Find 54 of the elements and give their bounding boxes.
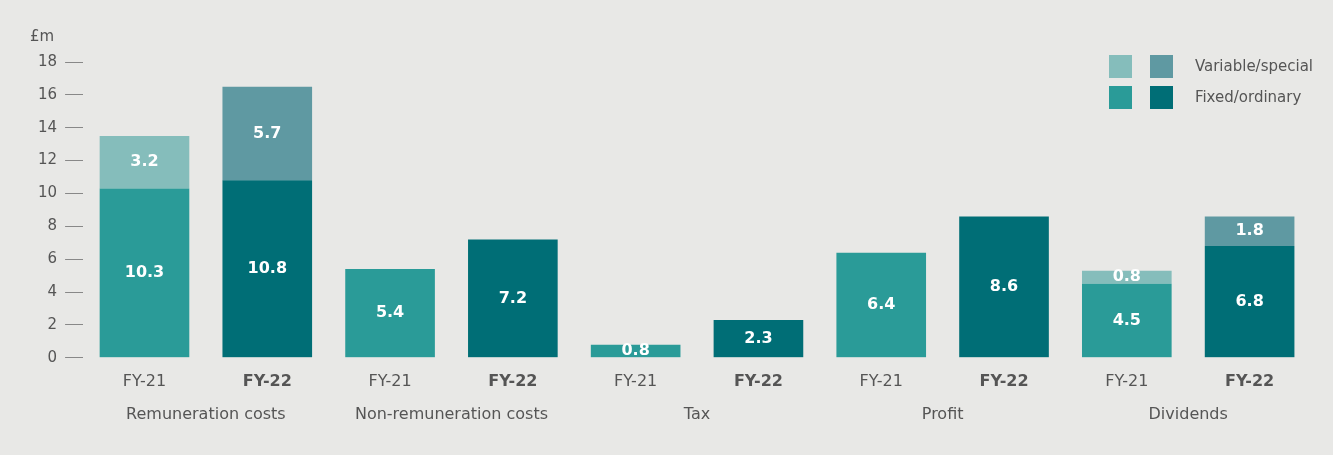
bar bbox=[959, 216, 1049, 358]
data-label: 0.8 bbox=[1112, 266, 1141, 286]
data-label: 8.6 bbox=[989, 276, 1019, 296]
x-tick-label: FY-21 bbox=[614, 370, 658, 390]
text: Non-remuneration costs bbox=[354, 404, 549, 423]
x-tick-label: FY-22 bbox=[979, 370, 1029, 390]
bar bbox=[345, 269, 435, 358]
bar bbox=[1204, 216, 1295, 247]
y-tick-label: 6 bbox=[47, 249, 58, 268]
data-label: 7.2 bbox=[498, 287, 528, 307]
y-tick-label: 14 bbox=[37, 117, 58, 136]
y-axis-title: £m bbox=[30, 27, 55, 45]
bar bbox=[99, 135, 190, 189]
y-tick-label: 4 bbox=[47, 281, 58, 300]
x-tick-label: FY-21 bbox=[122, 370, 167, 390]
text: Remuneration costs bbox=[126, 404, 286, 423]
y-tick-label: 18 bbox=[37, 51, 58, 70]
data-label: 10.8 bbox=[247, 257, 288, 277]
bar bbox=[222, 180, 313, 358]
text: Tax bbox=[682, 404, 711, 423]
x-tick-label: FY-22 bbox=[242, 370, 292, 390]
data-label: 2.3 bbox=[744, 327, 773, 347]
data-label: 0.8 bbox=[621, 340, 650, 360]
data-label: 6.4 bbox=[867, 294, 896, 314]
data-label: 3.2 bbox=[130, 151, 159, 171]
y-tick-label: 16 bbox=[37, 84, 58, 103]
bar bbox=[468, 239, 558, 358]
y-tick-label: 0 bbox=[47, 347, 58, 366]
legend-label: Fixed/ordinary bbox=[1194, 88, 1302, 106]
bar bbox=[713, 320, 804, 358]
bar bbox=[1204, 246, 1295, 358]
text: Profit bbox=[921, 404, 964, 423]
y-tick-label: 10 bbox=[37, 183, 58, 202]
data-label: 1.8 bbox=[1235, 220, 1264, 240]
x-tick-label: FY-21 bbox=[1105, 370, 1149, 390]
data-label: 5.4 bbox=[375, 302, 405, 322]
x-tick-label: FY-22 bbox=[1225, 370, 1275, 390]
bar bbox=[222, 86, 313, 181]
legend-label: Variable/special bbox=[1194, 57, 1313, 75]
data-label: 10.3 bbox=[124, 262, 165, 282]
y-tick-label: 8 bbox=[47, 216, 58, 235]
bar bbox=[836, 252, 927, 358]
x-tick-label: FY-21 bbox=[859, 370, 903, 390]
y-tick-label: 12 bbox=[37, 150, 58, 169]
x-tick-label: FY-21 bbox=[368, 370, 412, 390]
bar bbox=[99, 188, 190, 358]
x-tick-label: FY-22 bbox=[488, 370, 538, 390]
y-tick-label: 2 bbox=[47, 314, 58, 333]
bar bbox=[1081, 283, 1172, 358]
data-label: 4.5 bbox=[1112, 309, 1141, 329]
data-label: 5.7 bbox=[253, 122, 282, 142]
x-tick-label: FY-22 bbox=[733, 370, 783, 390]
text: Dividends bbox=[1148, 404, 1228, 423]
data-label: 6.8 bbox=[1235, 290, 1264, 310]
